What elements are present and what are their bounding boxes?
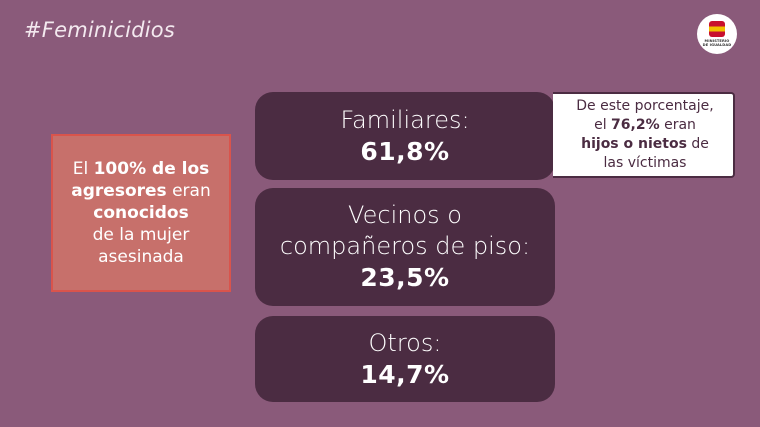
left-box-bold-3: conocidos [93, 203, 189, 223]
hashtag-title: #Feminicidios [24, 18, 175, 42]
note-line-2: el 76,2% eran [594, 116, 696, 135]
card-label: Familiares: [340, 105, 470, 134]
left-box-line-1: El 100% de los [73, 158, 210, 180]
left-box-prefix: El [72, 159, 89, 179]
card-label-line-1: Vecinos o [348, 201, 462, 229]
note-bold-2: 76,2% [611, 117, 660, 133]
note-line-4: las víctimas [603, 155, 687, 171]
card-label-line-2: compañeros de piso: [279, 232, 531, 260]
logo-line-1: MINISTERIO [704, 39, 730, 43]
aggressors-known-box: El 100% de los agresores eran conocidos … [51, 134, 231, 292]
left-box-line-4: de la mujer [92, 225, 190, 245]
card-value: 61,8% [360, 136, 450, 166]
left-box-bold-2: agresores [71, 181, 167, 201]
card-value: 23,5% [360, 263, 450, 292]
coat-of-arms-icon [709, 21, 725, 37]
familiares-note: De este porcentaje, el 76,2% eran hijos … [553, 92, 735, 178]
card-vecinos: Vecinos o compañeros de piso: 23,5% [255, 188, 555, 306]
note-line-3: hijos o nietos de [581, 135, 709, 154]
card-otros: Otros: 14,7% [255, 316, 555, 402]
card-familiares: Familiares: 61,8% [255, 92, 555, 180]
note-line-1: De este porcentaje, [576, 98, 714, 114]
card-label: Otros: [368, 328, 442, 357]
left-box-mid: eran [172, 181, 211, 201]
left-box-line-2: agresores eran [71, 180, 210, 202]
note-prefix-2: el [594, 117, 607, 133]
logo-line-2: DE IGUALDAD [702, 43, 732, 47]
left-box-line-5: asesinada [98, 247, 184, 267]
left-box-bold-1: 100% de los [93, 159, 210, 179]
note-bold-3: hijos o nietos [581, 136, 687, 152]
note-suffix-2: eran [664, 117, 696, 133]
note-suffix-3: de [691, 136, 709, 152]
card-value: 14,7% [360, 359, 450, 389]
ministry-logo: MINISTERIO DE IGUALDAD [697, 14, 737, 54]
